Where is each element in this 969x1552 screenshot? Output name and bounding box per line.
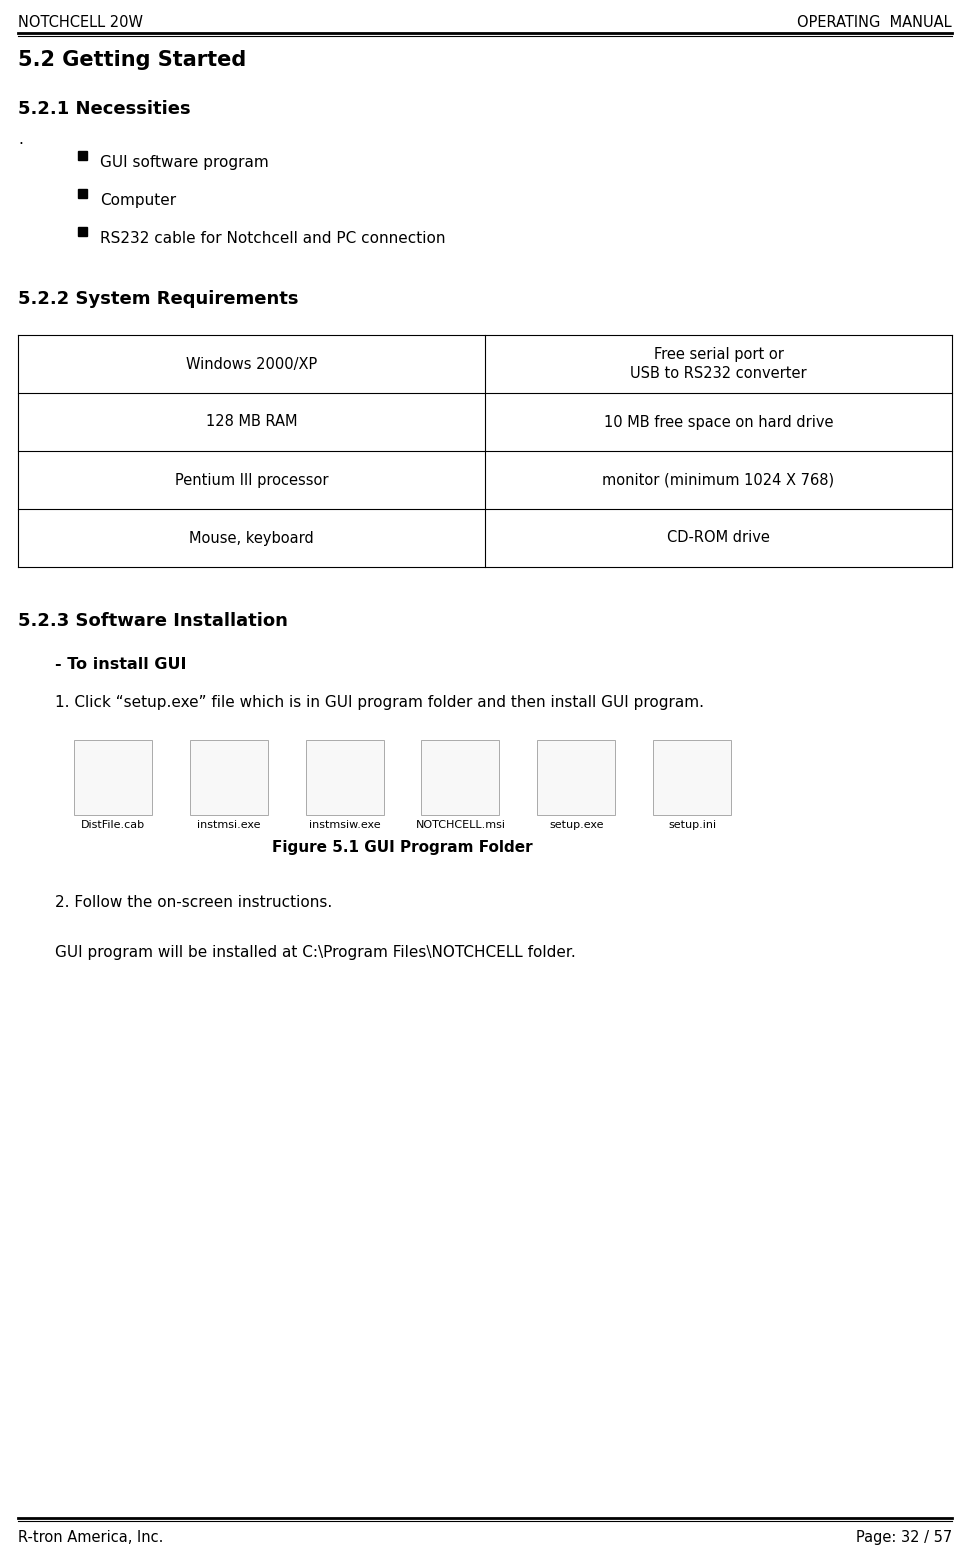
- Text: 128 MB RAM: 128 MB RAM: [205, 414, 297, 430]
- FancyBboxPatch shape: [421, 740, 499, 815]
- FancyBboxPatch shape: [537, 740, 614, 815]
- Bar: [78, 189, 87, 199]
- Text: USB to RS232 converter: USB to RS232 converter: [630, 366, 806, 382]
- Text: setup.ini: setup.ini: [668, 819, 715, 830]
- Text: Windows 2000/XP: Windows 2000/XP: [186, 357, 317, 371]
- Text: 5.2 Getting Started: 5.2 Getting Started: [18, 50, 246, 70]
- Text: CD-ROM drive: CD-ROM drive: [667, 531, 769, 545]
- Text: R-tron America, Inc.: R-tron America, Inc.: [18, 1530, 163, 1544]
- Text: Figure 5.1 GUI Program Folder: Figure 5.1 GUI Program Folder: [272, 840, 532, 855]
- Text: GUI software program: GUI software program: [100, 155, 268, 171]
- Text: monitor (minimum 1024 X 768): monitor (minimum 1024 X 768): [602, 472, 833, 487]
- Text: - To install GUI: - To install GUI: [55, 656, 186, 672]
- Text: NOTCHCELL 20W: NOTCHCELL 20W: [18, 16, 142, 29]
- Text: Mouse, keyboard: Mouse, keyboard: [189, 531, 314, 545]
- Text: OPERATING  MANUAL: OPERATING MANUAL: [797, 16, 951, 29]
- Text: 5.2.2 System Requirements: 5.2.2 System Requirements: [18, 290, 298, 307]
- Text: Computer: Computer: [100, 192, 176, 208]
- Text: Free serial port or: Free serial port or: [653, 346, 783, 362]
- Text: .: .: [18, 132, 23, 147]
- FancyBboxPatch shape: [652, 740, 731, 815]
- Text: Page: 32 / 57: Page: 32 / 57: [855, 1530, 951, 1544]
- Text: GUI program will be installed at C:\Program Files\NOTCHCELL folder.: GUI program will be installed at C:\Prog…: [55, 945, 576, 961]
- Text: instmsiw.exe: instmsiw.exe: [308, 819, 380, 830]
- Text: RS232 cable for Notchcell and PC connection: RS232 cable for Notchcell and PC connect…: [100, 231, 445, 247]
- Text: NOTCHCELL.msi: NOTCHCELL.msi: [415, 819, 505, 830]
- Text: instmsi.exe: instmsi.exe: [197, 819, 261, 830]
- Text: 10 MB free space on hard drive: 10 MB free space on hard drive: [603, 414, 832, 430]
- FancyBboxPatch shape: [305, 740, 383, 815]
- Text: 5.2.3 Software Installation: 5.2.3 Software Installation: [18, 611, 288, 630]
- Text: setup.exe: setup.exe: [548, 819, 603, 830]
- FancyBboxPatch shape: [74, 740, 152, 815]
- Text: 2. Follow the on-screen instructions.: 2. Follow the on-screen instructions.: [55, 896, 332, 909]
- FancyBboxPatch shape: [190, 740, 267, 815]
- Bar: [78, 151, 87, 160]
- Bar: [78, 227, 87, 236]
- Text: Pentium III processor: Pentium III processor: [174, 472, 328, 487]
- Text: 1. Click “setup.exe” file which is in GUI program folder and then install GUI pr: 1. Click “setup.exe” file which is in GU…: [55, 695, 703, 709]
- Text: 5.2.1 Necessities: 5.2.1 Necessities: [18, 99, 191, 118]
- Text: DistFile.cab: DistFile.cab: [80, 819, 144, 830]
